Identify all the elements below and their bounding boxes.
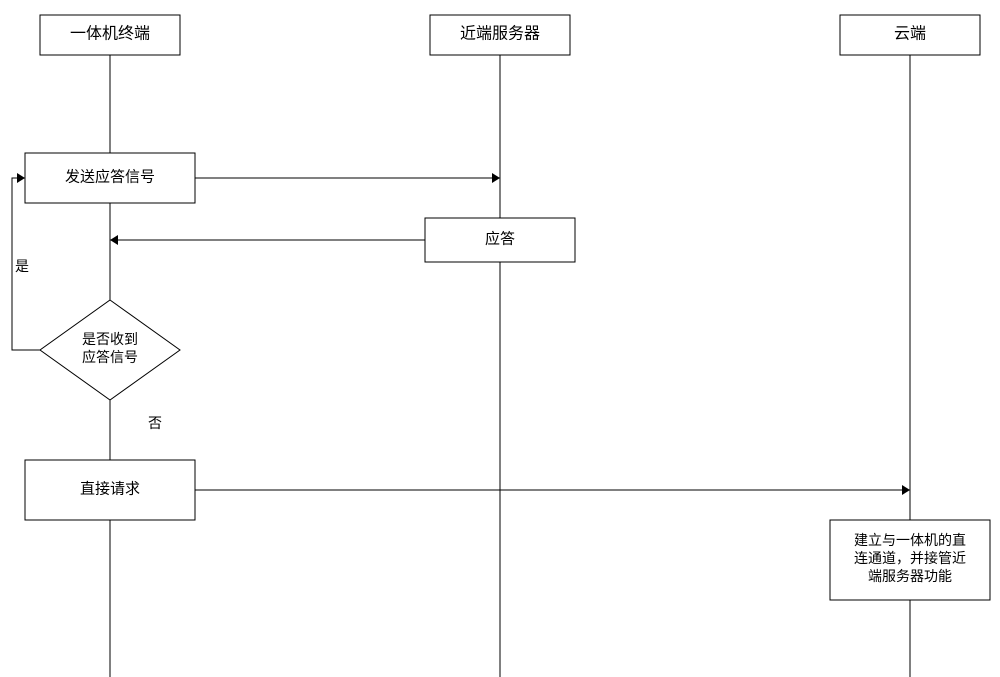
node-decision-line-1: 应答信号 <box>82 349 138 366</box>
branch-label-yes: 是 <box>15 260 29 275</box>
node-direct: 直接请求 <box>25 460 195 520</box>
lane-header-cloud: 云端 <box>840 15 980 55</box>
lane-header-near: 近端服务器 <box>430 15 570 55</box>
branch-label-no: 否 <box>148 417 162 432</box>
node-decision: 是否收到应答信号 <box>40 300 180 400</box>
node-direct-label: 直接请求 <box>80 480 140 497</box>
node-send: 发送应答信号 <box>25 153 195 203</box>
node-cloud_action-line-1: 连通道，并接管近 <box>854 550 966 567</box>
lane-header-label-terminal: 一体机终端 <box>70 25 150 43</box>
node-cloud_action-line-0: 建立与一体机的直 <box>854 532 966 549</box>
lane-header-label-near: 近端服务器 <box>460 25 540 43</box>
lane-header-label-cloud: 云端 <box>894 25 926 43</box>
node-reply: 应答 <box>425 218 575 262</box>
node-decision-line-0: 是否收到 <box>82 332 138 348</box>
lane-header-terminal: 一体机终端 <box>40 15 180 55</box>
node-cloud_action: 建立与一体机的直连通道，并接管近端服务器功能 <box>830 520 990 600</box>
node-cloud_action-line-2: 端服务器功能 <box>868 569 952 585</box>
node-reply-label: 应答 <box>485 229 515 247</box>
node-send-label: 发送应答信号 <box>65 167 155 185</box>
